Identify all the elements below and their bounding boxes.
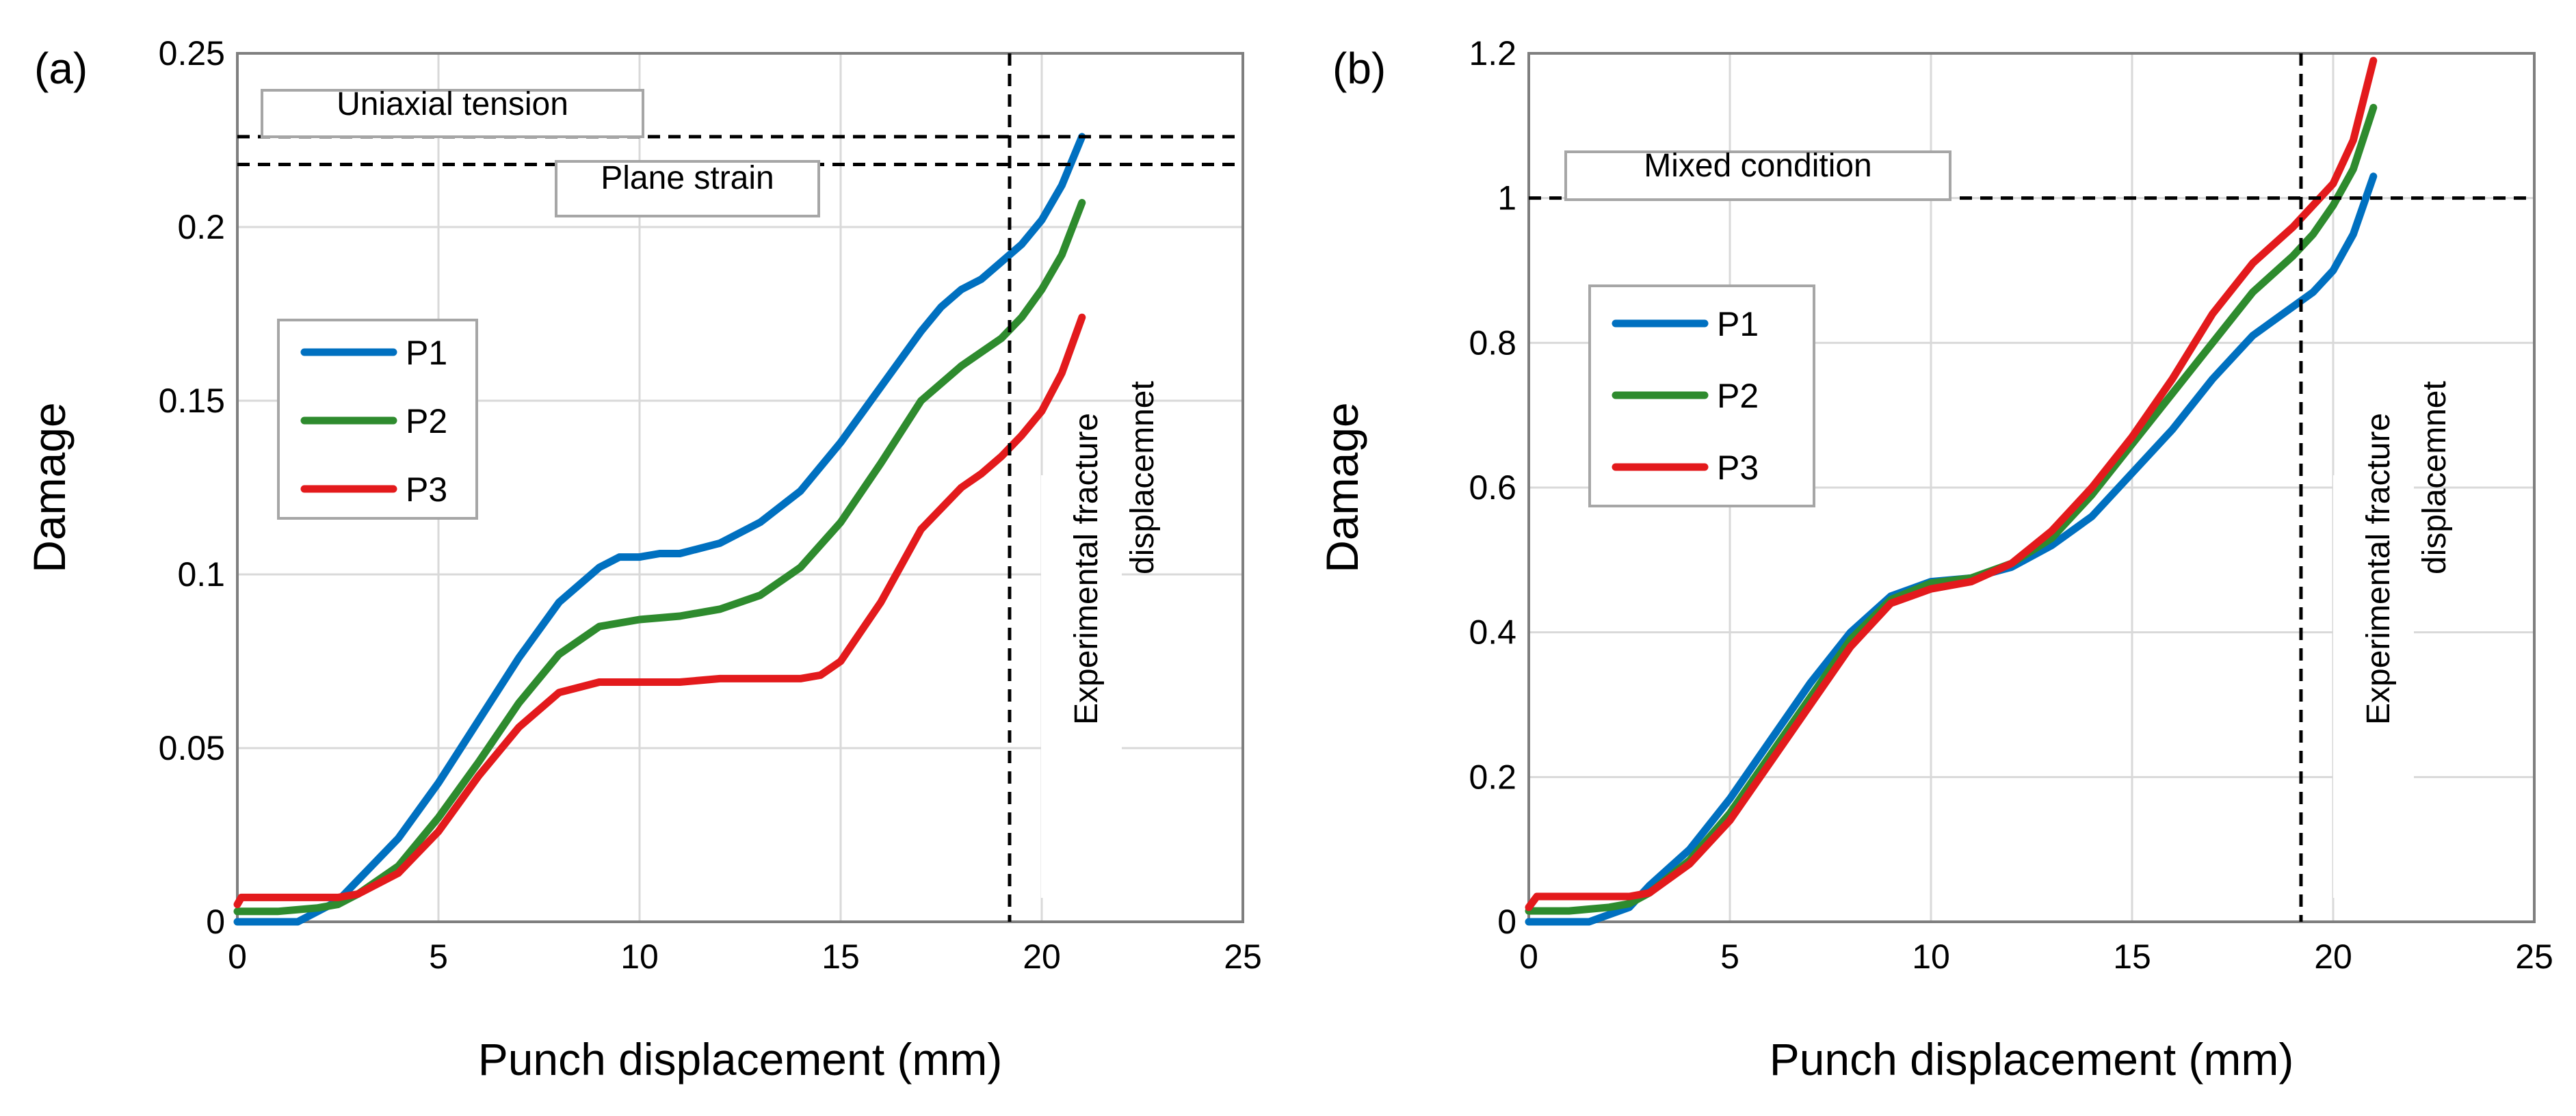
y-tick-label: 0.1 bbox=[177, 555, 225, 594]
y-tick-label: 0.05 bbox=[159, 729, 225, 767]
y-tick-label: 0.2 bbox=[1469, 758, 1516, 796]
annotation-box bbox=[1564, 150, 1951, 201]
chart-panel-b: 0 5 10 15 20 25 0 0.2 0.4 0.6 0.8 1 1.2 Punch displac… bbox=[1317, 34, 2553, 1085]
x-tick-label: 5 bbox=[1720, 938, 1739, 976]
x-tick-label: 10 bbox=[620, 938, 659, 976]
legend-label-p1: P1 bbox=[406, 334, 447, 372]
annotation-label: Mixed condition bbox=[1644, 148, 1872, 184]
legend-label-p3: P3 bbox=[1717, 449, 1759, 487]
y-tick-label: 0 bbox=[1497, 903, 1516, 941]
plot-area-frame bbox=[236, 52, 1244, 923]
chart-panel-a: 0 5 10 15 20 25 0 0.05 0.1 0.15 0.2 0.25 Punch displ… bbox=[24, 34, 1262, 1085]
x-axis-title: Punch displacement (mm) bbox=[478, 1034, 1003, 1085]
x-axis-title: Punch displacement (mm) bbox=[1770, 1034, 2294, 1085]
annotation-box bbox=[555, 160, 820, 217]
annotation-label-background bbox=[1041, 475, 1122, 898]
legend-label-p1: P1 bbox=[1717, 305, 1759, 343]
annotation-label-background bbox=[2333, 475, 2414, 898]
y-tick-label: 0.6 bbox=[1469, 468, 1516, 507]
panel-label: (b) bbox=[1332, 44, 1386, 93]
x-tick-label: 15 bbox=[822, 938, 860, 976]
annotation-label: Plane strain bbox=[601, 160, 774, 196]
x-tick-label: 15 bbox=[2113, 938, 2151, 976]
x-tick-label: 25 bbox=[2515, 938, 2553, 976]
plot-area-frame bbox=[1527, 52, 2536, 923]
y-tick-label: 0.15 bbox=[159, 382, 225, 420]
annotation-label: Uniaxial tension bbox=[337, 86, 568, 122]
y-tick-label: 0.25 bbox=[159, 34, 225, 72]
fracture-annotation-line1: Experimental fracture bbox=[2361, 413, 2397, 725]
fracture-annotation-line1: Experimental fracture bbox=[1068, 413, 1105, 725]
series-line-p3 bbox=[233, 313, 1086, 909]
series-line-p3 bbox=[1525, 57, 2378, 912]
y-tick-label: 1 bbox=[1497, 179, 1516, 217]
y-tick-label: 0.4 bbox=[1469, 613, 1516, 652]
fracture-annotation-line2: displacemnet bbox=[1125, 381, 1161, 574]
annotation-box bbox=[261, 89, 644, 138]
y-tick-label: 0.8 bbox=[1469, 323, 1516, 362]
y-tick-label: 0 bbox=[206, 903, 225, 941]
x-tick-label: 5 bbox=[429, 938, 448, 976]
y-tick-label: 1.2 bbox=[1469, 34, 1516, 72]
legend-label-p2: P2 bbox=[1717, 377, 1759, 415]
x-tick-label: 20 bbox=[1023, 938, 1061, 976]
y-axis-title: Damage bbox=[1317, 402, 1367, 572]
x-tick-label: 10 bbox=[1912, 938, 1950, 976]
y-axis-title: Damage bbox=[24, 402, 75, 572]
panel-label: (a) bbox=[34, 44, 88, 93]
x-tick-label: 0 bbox=[1519, 938, 1538, 976]
x-tick-label: 20 bbox=[2314, 938, 2352, 976]
legend-label-p2: P2 bbox=[406, 402, 447, 440]
x-tick-label: 25 bbox=[1224, 938, 1262, 976]
y-tick-label: 0.2 bbox=[177, 208, 225, 246]
legend-label-p3: P3 bbox=[406, 470, 447, 509]
series-line-p1 bbox=[233, 133, 1086, 926]
x-tick-label: 0 bbox=[228, 938, 247, 976]
fracture-annotation-line2: displacemnet bbox=[2417, 381, 2453, 574]
